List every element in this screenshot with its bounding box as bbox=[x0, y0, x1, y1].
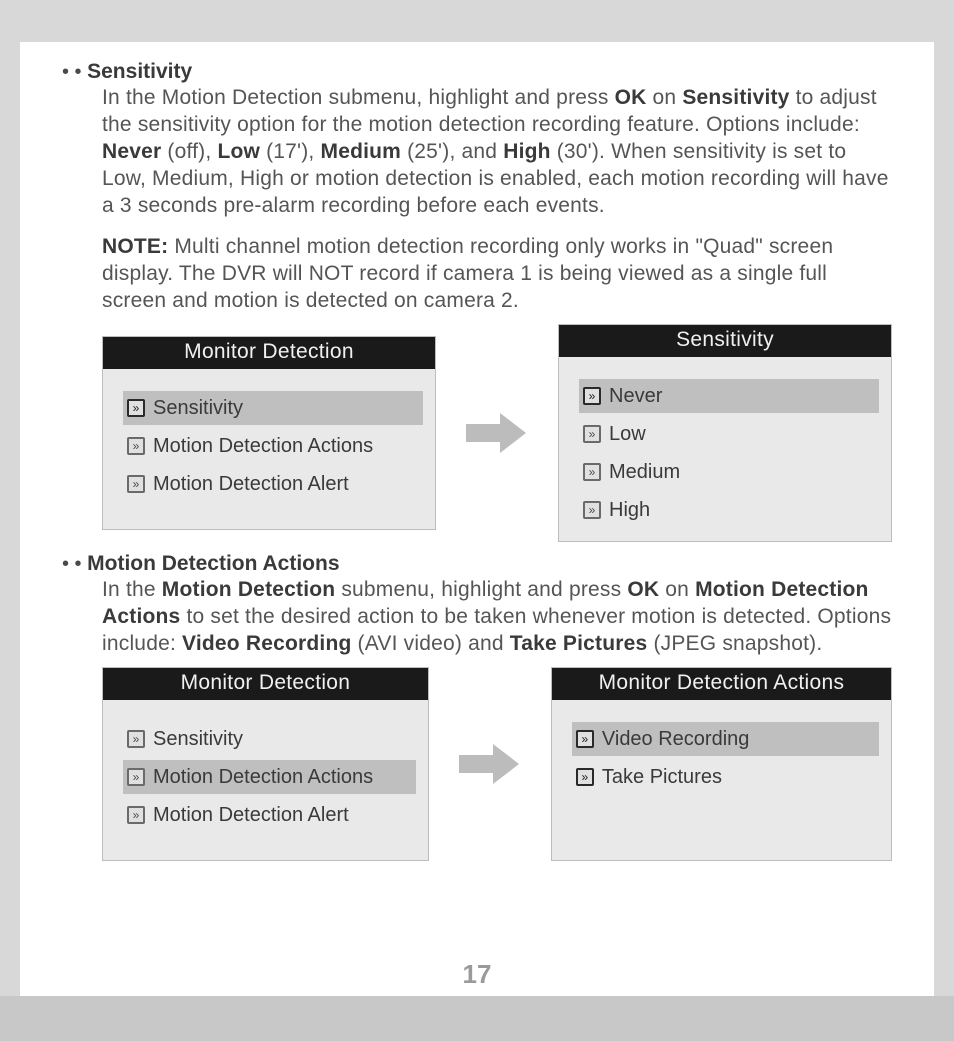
note-text: Multi channel motion detection recording… bbox=[102, 235, 833, 312]
text: (JPEG snapshot). bbox=[647, 632, 822, 655]
arrow-icon: » bbox=[583, 463, 601, 481]
page-number: 17 bbox=[20, 959, 934, 990]
manual-page: • • Sensitivity In the Motion Detection … bbox=[20, 42, 934, 996]
menu-item-motion-actions[interactable]: » Motion Detection Actions bbox=[123, 760, 416, 794]
menu-title: Monitor Detection bbox=[103, 337, 435, 369]
menu-title: Monitor Detection bbox=[103, 668, 428, 700]
arrow-icon: » bbox=[127, 399, 145, 417]
menu-sensitivity-options: Sensitivity » Never » Low » Medium » High bbox=[558, 324, 892, 542]
arrow-icon: » bbox=[583, 387, 601, 405]
text-bold: Sensitivity bbox=[682, 86, 789, 109]
text-bold: High bbox=[503, 140, 550, 163]
menu-item-high[interactable]: » High bbox=[579, 493, 879, 527]
bullet-marks: • • bbox=[62, 61, 87, 83]
menu-item-label: Low bbox=[609, 419, 646, 449]
text: on bbox=[646, 86, 682, 109]
menu-item-never[interactable]: » Never bbox=[579, 379, 879, 413]
arrow-icon bbox=[459, 744, 521, 784]
menu-monitor-detection-2: Monitor Detection » Sensitivity » Motion D… bbox=[102, 667, 429, 861]
menu-item-label: Medium bbox=[609, 457, 680, 487]
section-motion-actions: • • Motion Detection Actions In the Moti… bbox=[62, 552, 892, 657]
menu-item-video-recording[interactable]: » Video Recording bbox=[572, 722, 879, 756]
menu-item-label: Motion Detection Alert bbox=[153, 469, 349, 499]
text: (17'), bbox=[260, 140, 320, 163]
paragraph-note: NOTE: Multi channel motion detection rec… bbox=[102, 233, 892, 314]
menu-item-take-pictures[interactable]: » Take Pictures bbox=[572, 760, 879, 794]
menu-title: Monitor Detection Actions bbox=[552, 668, 891, 700]
menu-item-sensitivity[interactable]: » Sensitivity bbox=[123, 722, 416, 756]
arrow-icon: » bbox=[127, 730, 145, 748]
text-bold: Take Pictures bbox=[510, 632, 648, 655]
text: In the Motion Detection submenu, highlig… bbox=[102, 86, 615, 109]
arrow-icon: » bbox=[583, 425, 601, 443]
bullet-marks: • • bbox=[62, 553, 87, 575]
menu-item-label: High bbox=[609, 495, 650, 525]
menu-item-label: Motion Detection Actions bbox=[153, 762, 373, 792]
menu-item-motion-alert[interactable]: » Motion Detection Alert bbox=[123, 467, 423, 501]
menu-item-label: Motion Detection Alert bbox=[153, 800, 349, 830]
menu-item-motion-actions[interactable]: » Motion Detection Actions bbox=[123, 429, 423, 463]
text-bold: Video Recording bbox=[182, 632, 351, 655]
menu-item-low[interactable]: » Low bbox=[579, 417, 879, 451]
arrow-icon: » bbox=[576, 730, 594, 748]
text-bold: OK bbox=[627, 578, 659, 601]
menu-monitor-detection: Monitor Detection » Sensitivity » Motion D… bbox=[102, 336, 436, 530]
menu-detection-actions: Monitor Detection Actions » Video Recordi… bbox=[551, 667, 892, 861]
text: on bbox=[659, 578, 695, 601]
text: (25'), and bbox=[401, 140, 503, 163]
menu-item-label: Video Recording bbox=[602, 724, 750, 754]
text-bold: Low bbox=[217, 140, 260, 163]
menu-item-label: Never bbox=[609, 381, 662, 411]
menu-item-label: Sensitivity bbox=[153, 393, 243, 423]
arrow-icon: » bbox=[127, 475, 145, 493]
text-bold: Motion Detection bbox=[162, 578, 336, 601]
menu-item-medium[interactable]: » Medium bbox=[579, 455, 879, 489]
menu-item-label: Sensitivity bbox=[153, 724, 243, 754]
menu-title: Sensitivity bbox=[559, 325, 891, 357]
menu-body: » Sensitivity » Motion Detection Actions »… bbox=[103, 700, 428, 860]
heading-motion-actions: Motion Detection Actions bbox=[87, 552, 339, 575]
arrow-icon: » bbox=[127, 768, 145, 786]
text: submenu, highlight and press bbox=[335, 578, 627, 601]
text: (AVI video) and bbox=[352, 632, 510, 655]
menu-item-motion-alert[interactable]: » Motion Detection Alert bbox=[123, 798, 416, 832]
menu-item-label: Motion Detection Actions bbox=[153, 431, 373, 461]
paragraph-sensitivity: In the Motion Detection submenu, highlig… bbox=[102, 84, 892, 219]
arrow-icon: » bbox=[583, 501, 601, 519]
arrow-icon: » bbox=[127, 806, 145, 824]
section-sensitivity: • • Sensitivity In the Motion Detection … bbox=[62, 60, 892, 314]
text: (off), bbox=[161, 140, 217, 163]
menu-item-sensitivity[interactable]: » Sensitivity bbox=[123, 391, 423, 425]
heading-sensitivity: Sensitivity bbox=[87, 60, 192, 83]
text-bold: Medium bbox=[321, 140, 402, 163]
footer-bar bbox=[0, 996, 954, 1041]
menu-body: » Video Recording » Take Pictures bbox=[552, 700, 891, 860]
paragraph-motion-actions: In the Motion Detection submenu, highlig… bbox=[102, 576, 892, 657]
text-bold: OK bbox=[615, 86, 647, 109]
text-bold: Never bbox=[102, 140, 161, 163]
menu-item-label: Take Pictures bbox=[602, 762, 722, 792]
arrow-icon: » bbox=[576, 768, 594, 786]
arrow-icon: » bbox=[127, 437, 145, 455]
menu-row-actions: Monitor Detection » Sensitivity » Motion D… bbox=[102, 667, 892, 861]
menu-body: » Never » Low » Medium » High bbox=[559, 357, 891, 541]
note-label: NOTE: bbox=[102, 235, 168, 258]
arrow-icon bbox=[466, 413, 528, 453]
text: In the bbox=[102, 578, 162, 601]
menu-row-sensitivity: Monitor Detection » Sensitivity » Motion D… bbox=[102, 324, 892, 542]
menu-body: » Sensitivity » Motion Detection Actions »… bbox=[103, 369, 435, 529]
